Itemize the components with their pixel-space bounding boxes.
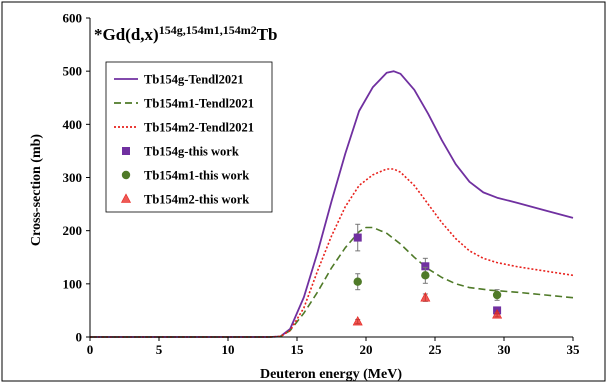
data-point-3 (420, 292, 431, 302)
legend: Tb154g-Tendl2021 Tb154m1-Tendl2021 Tb154m2… (105, 61, 273, 213)
y-tick-label: 100 (63, 276, 83, 291)
legend-label: Tb154m1-Tendl2021 (144, 97, 254, 111)
y-tick-label: 300 (63, 170, 83, 185)
data-point-1 (353, 233, 362, 242)
data-point-2 (353, 277, 362, 286)
x-tick-label: 0 (87, 342, 94, 357)
y-tick-label: 400 (63, 117, 83, 132)
x-tick-label: 20 (360, 342, 373, 357)
data-point-1 (421, 262, 430, 271)
data-point-3 (352, 315, 363, 326)
x-tick-label: 35 (567, 342, 581, 357)
y-tick-label: 600 (63, 11, 83, 26)
series-line-2 (90, 226, 574, 338)
chart-title: *Gd(d,x)154g,154m1,154m2Tb (94, 23, 278, 44)
data-point-2 (492, 290, 502, 300)
series-line-1 (90, 70, 574, 338)
legend-marker-swatch (122, 147, 130, 155)
axes: 0 5 10 15 20 25 30 35 0 100 200 300 400 500 600 (63, 11, 581, 358)
x-tick-label: 30 (498, 342, 511, 357)
chart-title-suffix: Tb (257, 25, 278, 44)
legend-label: Tb154g-this work (144, 145, 239, 159)
legend-label: Tb154g-Tendl2021 (144, 73, 244, 87)
chart-title-prefix: *Gd(d,x) (94, 25, 159, 44)
x-tick-label: 15 (291, 342, 305, 357)
data-point-3 (492, 309, 503, 319)
legend-label: Tb154m2-this work (144, 193, 249, 207)
legend-box (105, 61, 273, 213)
x-tick-label: 10 (222, 342, 235, 357)
x-tick-label: 5 (156, 342, 163, 357)
plot-area (90, 70, 574, 338)
y-tick-label: 200 (63, 223, 83, 238)
legend-label: Tb154m2-Tendl2021 (144, 121, 254, 135)
legend-marker-swatch (121, 193, 131, 203)
y-tick-label: 500 (63, 64, 83, 79)
x-tick-label: 25 (429, 342, 443, 357)
legend-label: Tb154m1-this work (144, 169, 249, 183)
x-axis-title: Deuteron energy (MeV) (260, 367, 402, 382)
data-point-2 (421, 271, 430, 280)
legend-marker-swatch (121, 170, 131, 180)
y-axis-title: Cross-section (mb) (29, 134, 44, 246)
chart-title-superscript: 154g,154m1,154m2 (159, 23, 257, 37)
y-tick-label: 0 (76, 330, 83, 345)
